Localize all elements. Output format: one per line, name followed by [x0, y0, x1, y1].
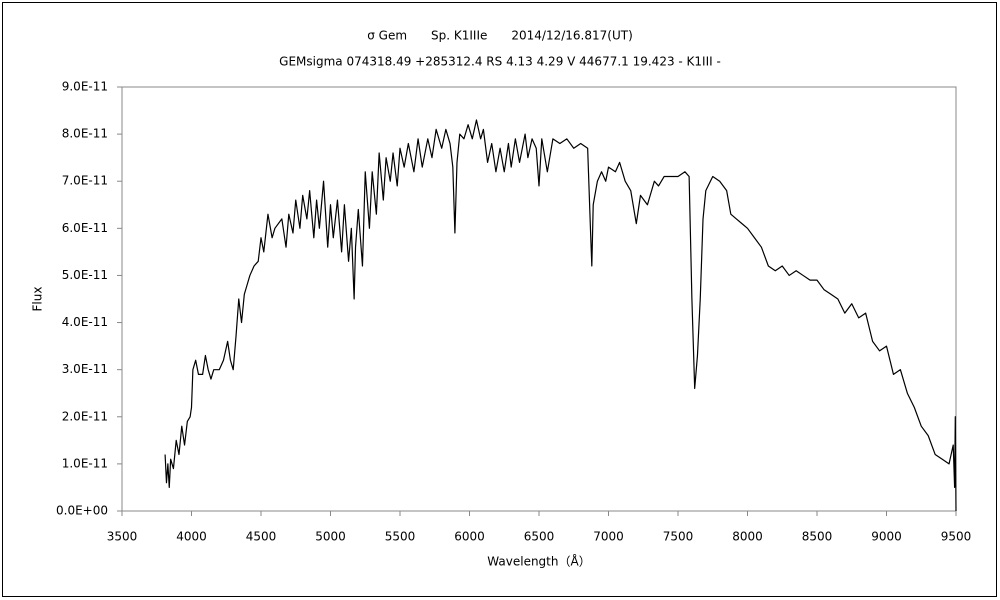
chart-subtitle: GEMsigma 074318.49 +285312.4 RS 4.13 4.2…: [279, 55, 721, 69]
x-tick-label: 7500: [663, 530, 694, 544]
y-tick-label: 3.0E-11: [62, 362, 108, 376]
y-tick-label: 7.0E-11: [62, 174, 108, 188]
y-tick-label: 8.0E-11: [62, 127, 108, 141]
y-axis-label: Flux: [31, 287, 45, 312]
x-tick-label: 5500: [385, 530, 416, 544]
x-tick-label: 6000: [454, 530, 485, 544]
spectrum-line: [164, 119, 957, 512]
plot-area: [121, 86, 957, 512]
y-tick-label: 4.0E-11: [62, 315, 108, 329]
x-axis-label: Wavelength（Å）: [487, 554, 590, 569]
y-tick-label: 0.0E+00: [56, 504, 108, 518]
y-tick-label: 9.0E-11: [62, 80, 108, 94]
y-tick-label: 6.0E-11: [62, 221, 108, 235]
y-tick-label: 5.0E-11: [62, 268, 108, 282]
x-tick-label: 6500: [524, 530, 555, 544]
y-tick-label: 2.0E-11: [62, 409, 108, 423]
x-tick-label: 3500: [107, 530, 138, 544]
x-tick-label: 9000: [871, 530, 902, 544]
x-tick-label: 7000: [593, 530, 624, 544]
x-tick-label: 4000: [176, 530, 207, 544]
x-tick-label: 8500: [802, 530, 833, 544]
x-tick-label: 9500: [941, 530, 972, 544]
x-tick-label: 5000: [315, 530, 346, 544]
chart-title: σ Gem Sp. K1IIIe 2014/12/16.817(UT): [367, 29, 633, 43]
y-tick-label: 1.0E-11: [62, 456, 108, 470]
x-tick-label: 8000: [732, 530, 763, 544]
x-tick-label: 4500: [246, 530, 277, 544]
